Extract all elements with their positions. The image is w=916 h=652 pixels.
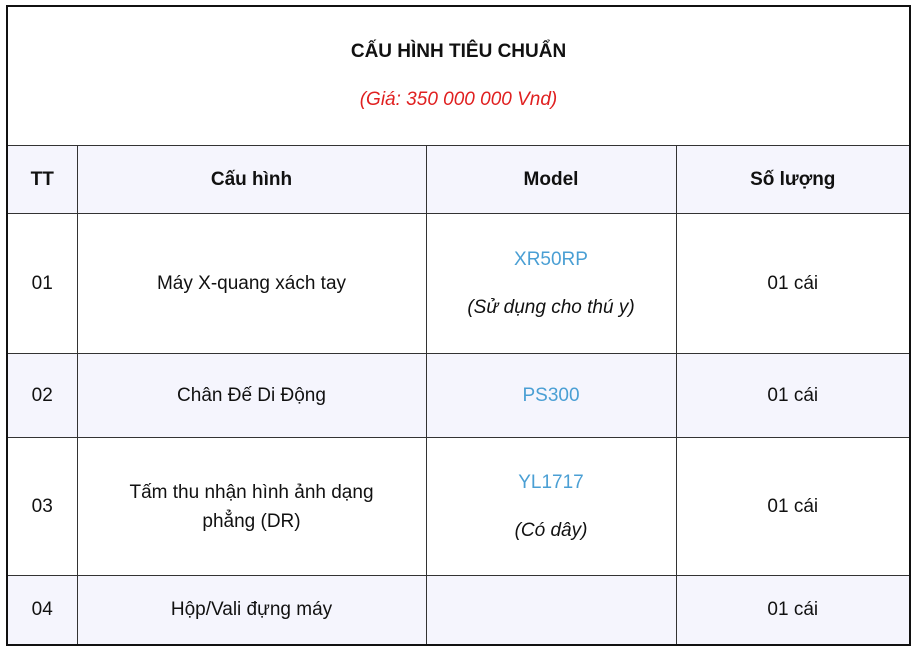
price-label: (Giá: 350 000 000 Vnd) xyxy=(359,89,558,110)
header-model: Model xyxy=(425,145,677,214)
row-model: PS300 xyxy=(522,384,580,406)
table-row: 02 Chân Đế Di Động PS300 01 cái xyxy=(6,353,911,438)
row-model-cell: XR50RP (Sử dụng cho thú y) xyxy=(425,213,677,354)
table-row: 04 Hộp/Vali đựng máy 01 cái xyxy=(6,575,911,645)
table-title-cell: CẤU HÌNH TIÊU CHUẨN (Giá: 350 000 000 Vn… xyxy=(6,5,911,146)
row-qty: 01 cái xyxy=(675,213,911,354)
row-config: Máy X-quang xách tay xyxy=(76,213,427,354)
row-model: XR50RP xyxy=(514,248,588,270)
row-note: (Có dây) xyxy=(514,519,588,541)
row-tt: 01 xyxy=(6,213,78,354)
row-qty: 01 cái xyxy=(675,437,911,576)
header-qty: Số lượng xyxy=(675,145,911,214)
table-row: 03 Tấm thu nhận hình ảnh dạng phẳng (DR)… xyxy=(6,437,911,576)
row-config: Hộp/Vali đựng máy xyxy=(76,575,427,645)
row-config-text: Tấm thu nhận hình ảnh dạng phẳng (DR) xyxy=(129,481,374,532)
row-model-cell xyxy=(425,575,677,645)
header-tt: TT xyxy=(6,145,78,214)
row-tt: 04 xyxy=(6,575,78,645)
row-tt: 02 xyxy=(6,353,78,438)
config-table: CẤU HÌNH TIÊU CHUẨN (Giá: 350 000 000 Vn… xyxy=(6,5,912,646)
row-tt: 03 xyxy=(6,437,78,576)
row-model-cell: YL1717 (Có dây) xyxy=(425,437,677,576)
row-model: YL1717 xyxy=(518,471,584,493)
row-config: Tấm thu nhận hình ảnh dạng phẳng (DR) xyxy=(76,437,427,576)
header-row: TT Cấu hình Model Số lượng xyxy=(6,145,911,214)
row-qty: 01 cái xyxy=(675,353,911,438)
row-config: Chân Đế Di Động xyxy=(76,353,427,438)
table-row: 01 Máy X-quang xách tay XR50RP (Sử dụng c… xyxy=(6,213,911,354)
row-note: (Sử dụng cho thú y) xyxy=(467,296,635,318)
table-title: CẤU HÌNH TIÊU CHUẨN xyxy=(350,41,567,62)
row-qty: 01 cái xyxy=(675,575,911,645)
header-config: Cấu hình xyxy=(76,145,427,214)
row-model-cell: PS300 xyxy=(425,353,677,438)
